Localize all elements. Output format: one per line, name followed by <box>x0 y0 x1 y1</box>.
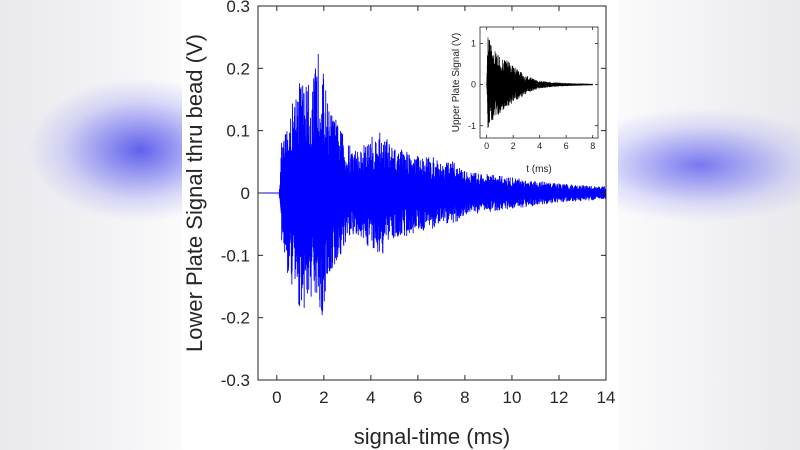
inset-signal-trace <box>486 37 594 128</box>
main-signal-trace <box>257 53 607 316</box>
main-y-axis-label: Lower Plate Signal thru bead (V) <box>182 34 207 352</box>
main-x-tick-label: 14 <box>597 388 616 407</box>
inset-x-tick-label: 6 <box>564 141 569 151</box>
main-y-tick-label: 0.2 <box>226 59 250 78</box>
main-x-tick-label: 8 <box>460 388 469 407</box>
main-x-axis-label: signal-time (ms) <box>354 424 510 449</box>
main-y-tick-label: -0.2 <box>221 309 250 328</box>
inset-x-axis-label: t (ms) <box>526 164 552 175</box>
main-x-tick-label: 0 <box>272 388 281 407</box>
main-x-tick-label: 6 <box>413 388 422 407</box>
main-y-tick-label: 0 <box>241 184 250 203</box>
main-y-tick-label: -0.3 <box>221 371 250 390</box>
inset-x-tick-label: 8 <box>590 141 595 151</box>
inset-y-tick-label: 1 <box>471 39 476 49</box>
inset-x-tick-label: 0 <box>484 141 489 151</box>
main-x-tick-label: 12 <box>550 388 569 407</box>
main-x-tick-label: 10 <box>502 388 521 407</box>
inset-x-tick-label: 2 <box>511 141 516 151</box>
main-x-tick-label: 4 <box>366 388 375 407</box>
inset-y-tick-label: -1 <box>468 121 476 131</box>
main-x-tick-label: 2 <box>319 388 328 407</box>
main-y-tick-label: 0.3 <box>226 0 250 16</box>
inset-axes-box <box>479 26 599 139</box>
main-y-tick-label: -0.1 <box>221 246 250 265</box>
inset-x-tick-label: 4 <box>537 141 542 151</box>
inset-y-tick-label: 0 <box>471 80 476 90</box>
inset-y-axis-label: Upper Plate Signal (V) <box>451 33 462 133</box>
main-y-tick-label: 0.1 <box>226 122 250 141</box>
inset-chart: 0 2 4 6 8 -1 0 1 t (ms) Upper Plate Signal (V) <box>451 26 599 175</box>
main-chart: 0 2 4 6 8 10 12 14-0.3-0.2-0.100.10.20.3signal-… <box>182 0 615 449</box>
